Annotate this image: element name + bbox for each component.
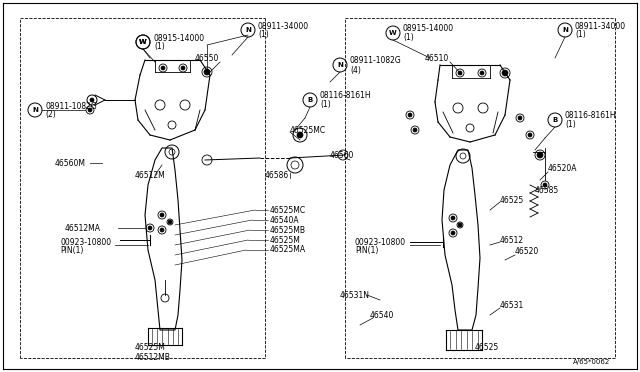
Circle shape bbox=[168, 220, 172, 224]
Text: (2): (2) bbox=[45, 109, 56, 119]
Text: 46512M: 46512M bbox=[135, 170, 166, 180]
Text: 46586: 46586 bbox=[265, 170, 289, 180]
Circle shape bbox=[458, 71, 462, 75]
Text: A/65*0062: A/65*0062 bbox=[573, 359, 610, 365]
Text: 46525M: 46525M bbox=[270, 235, 301, 244]
Text: 46525: 46525 bbox=[500, 196, 524, 205]
Text: 46540: 46540 bbox=[370, 311, 394, 320]
Circle shape bbox=[480, 71, 484, 75]
Text: N: N bbox=[32, 107, 38, 113]
Text: N: N bbox=[562, 27, 568, 33]
Text: 08915-14000: 08915-14000 bbox=[403, 23, 454, 32]
Text: (4): (4) bbox=[350, 65, 361, 74]
Text: (1): (1) bbox=[154, 42, 164, 51]
Circle shape bbox=[502, 70, 508, 76]
Circle shape bbox=[537, 152, 543, 158]
Text: 46550: 46550 bbox=[195, 54, 220, 62]
Text: 08116-8161H: 08116-8161H bbox=[565, 110, 616, 119]
Circle shape bbox=[90, 98, 94, 102]
Text: 46520A: 46520A bbox=[548, 164, 577, 173]
Circle shape bbox=[88, 108, 92, 112]
Circle shape bbox=[181, 66, 185, 70]
Text: 46525MC: 46525MC bbox=[270, 205, 306, 215]
Circle shape bbox=[543, 183, 547, 187]
Circle shape bbox=[458, 223, 462, 227]
Text: (1): (1) bbox=[403, 32, 413, 42]
Text: 46531N: 46531N bbox=[340, 291, 370, 299]
Text: B: B bbox=[307, 97, 312, 103]
Circle shape bbox=[451, 231, 455, 235]
Text: 08911-34000: 08911-34000 bbox=[575, 22, 626, 31]
Text: N: N bbox=[337, 62, 343, 68]
Text: W: W bbox=[389, 30, 397, 36]
Circle shape bbox=[148, 226, 152, 230]
Text: 46560: 46560 bbox=[330, 151, 355, 160]
Text: 46540A: 46540A bbox=[270, 215, 300, 224]
Text: 08911-1082G: 08911-1082G bbox=[45, 102, 97, 110]
Text: 00923-10800: 00923-10800 bbox=[355, 237, 406, 247]
Text: (1): (1) bbox=[258, 29, 269, 38]
Text: 08116-8161H: 08116-8161H bbox=[320, 90, 372, 99]
Text: 46585: 46585 bbox=[535, 186, 559, 195]
Text: B: B bbox=[552, 117, 557, 123]
Text: N: N bbox=[245, 27, 251, 33]
Circle shape bbox=[451, 216, 455, 220]
Text: PIN(1): PIN(1) bbox=[355, 247, 378, 256]
Text: 46525M: 46525M bbox=[135, 343, 166, 353]
Text: 46525MA: 46525MA bbox=[270, 246, 306, 254]
Text: 46510: 46510 bbox=[425, 54, 449, 62]
Text: PIN(1): PIN(1) bbox=[60, 247, 83, 256]
Text: 46512MA: 46512MA bbox=[65, 224, 101, 232]
Circle shape bbox=[413, 128, 417, 132]
Text: 00923-10800: 00923-10800 bbox=[60, 237, 111, 247]
Circle shape bbox=[518, 116, 522, 120]
Text: 46531: 46531 bbox=[500, 301, 524, 310]
Text: W: W bbox=[139, 39, 147, 45]
Circle shape bbox=[528, 133, 532, 137]
Circle shape bbox=[297, 132, 303, 138]
Circle shape bbox=[160, 213, 164, 217]
Text: 46525MB: 46525MB bbox=[270, 225, 306, 234]
Text: 46512: 46512 bbox=[500, 235, 524, 244]
Text: 46560M: 46560M bbox=[55, 158, 86, 167]
Circle shape bbox=[204, 69, 210, 75]
Text: (1): (1) bbox=[575, 29, 586, 38]
Circle shape bbox=[408, 113, 412, 117]
Text: 08911-1082G: 08911-1082G bbox=[350, 55, 402, 64]
Text: 46525: 46525 bbox=[475, 343, 499, 353]
Text: W: W bbox=[139, 39, 147, 45]
Text: 46525MC: 46525MC bbox=[290, 125, 326, 135]
Text: 46520: 46520 bbox=[515, 247, 540, 257]
Text: 46512MB: 46512MB bbox=[135, 353, 171, 362]
Text: 08915-14000: 08915-14000 bbox=[154, 33, 205, 42]
Text: (1): (1) bbox=[565, 119, 576, 128]
Circle shape bbox=[160, 228, 164, 232]
Circle shape bbox=[161, 66, 165, 70]
Text: (1): (1) bbox=[320, 99, 331, 109]
Text: 08911-34000: 08911-34000 bbox=[258, 22, 309, 31]
